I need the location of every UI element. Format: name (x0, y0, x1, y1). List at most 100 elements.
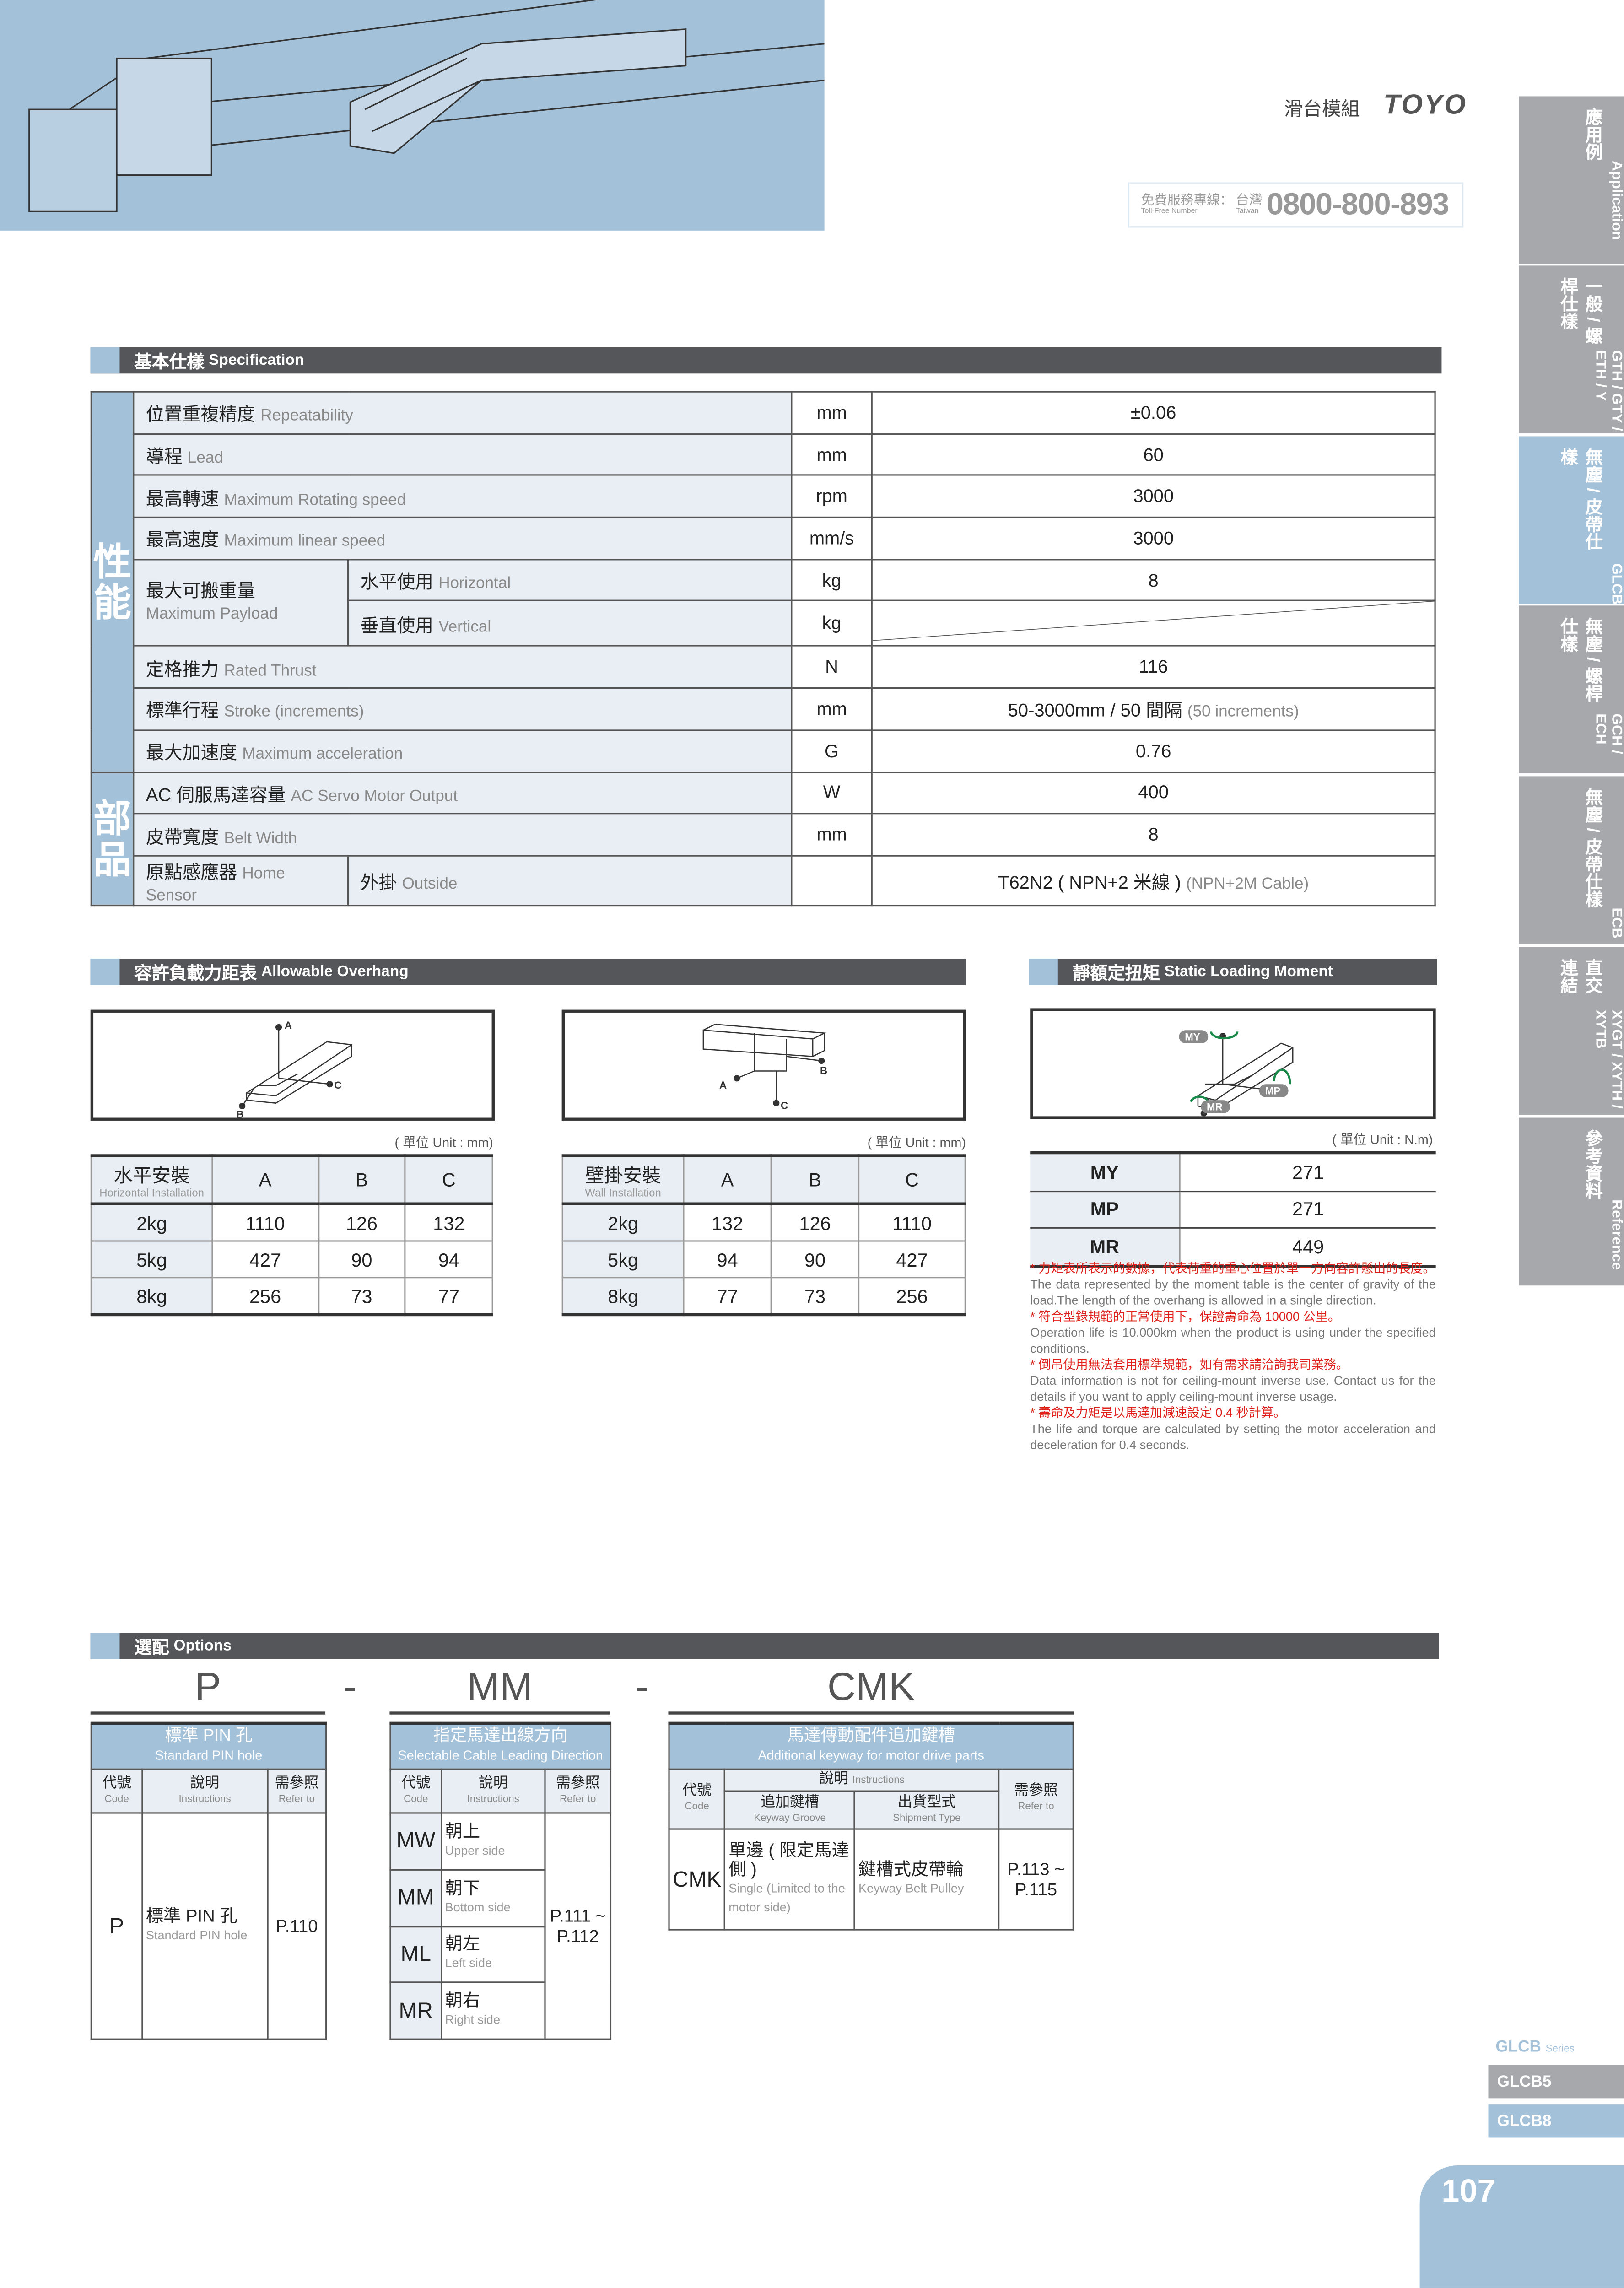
series-item-glcb8[interactable]: GLCB8 (1488, 2104, 1624, 2138)
code-p: P (194, 1665, 221, 1709)
spec-row: 定格推力 Rated Thrust N 116 (91, 645, 1436, 689)
mr-badge: MR (1207, 1101, 1223, 1113)
group-parts: 部品 (90, 771, 135, 906)
note-en: Operation life is 10,000km when the prod… (1030, 1325, 1436, 1356)
note-zh: * 力矩表所表示的數據，代表荷重的重心位置於單一方向容許懸出的長度。 (1030, 1261, 1435, 1275)
side-tab[interactable]: 直交連結 XYGT / XYTH / XYTB (1519, 947, 1624, 1115)
horizontal-overhang-diagram: A C B (90, 1009, 495, 1121)
table-row: 8kg 77 73 256 (561, 1277, 966, 1316)
spec-header: 基本仕樣 Specification (90, 347, 1442, 374)
note-zh: * 倒吊使用無法套用標準規範，如有需求請洽詢我司業務。 (1030, 1357, 1349, 1372)
table-row: MY 271 (1030, 1153, 1436, 1192)
not-applicable-slash (873, 602, 1435, 641)
table-row: MM 朝下 Bottom side (389, 1868, 610, 1927)
cable-direction-table: 指定馬達出線方向 Selectable Cable Leading Directi… (389, 1721, 612, 2040)
product-hero-image (0, 0, 825, 231)
moment-notes: * 力矩表所表示的數據，代表荷重的重心位置於單一方向容許懸出的長度。 The da… (1030, 1261, 1435, 1453)
options-title: 選配 (134, 1636, 169, 1657)
option-code: P (90, 1812, 143, 2040)
table-row: 5kg 427 90 94 (90, 1240, 493, 1279)
moment-title: 靜額定扭矩 (1072, 962, 1160, 983)
code-separator: - (635, 1665, 649, 1709)
overhang-title: 容許負載力距表 (134, 962, 257, 983)
table-row: ML 朝左 Left side (389, 1925, 610, 1984)
table-row: MW 朝上 Upper side P.111 ~ P.112 (389, 1812, 612, 2040)
spec-row: 性能 位置重複精度 Repeatability mm ±0.06 (90, 391, 1436, 773)
refer-page: P.113 ~ P.115 (998, 1828, 1074, 1931)
spec-row: 導程 Lead mm 60 (91, 433, 1436, 476)
page-number: 107 (1419, 2165, 1624, 2288)
phone-label-en: Toll-Free Number (1141, 207, 1198, 216)
refer-page: P.111 ~ P.112 (544, 1812, 612, 2040)
my-badge: MY (1185, 1031, 1200, 1043)
note-en: The data represented by the moment table… (1030, 1277, 1436, 1308)
spec-row: 部品 AC 伺服馬達容量 AC Servo Motor Output W 400 (90, 771, 1436, 906)
phone-number: 0800-800-893 (1266, 187, 1449, 221)
side-tab[interactable]: 無塵 / 皮帶仕樣 ECB (1519, 776, 1624, 944)
side-tab[interactable]: 參考資料 Reference (1519, 1117, 1624, 1286)
wall-overhang-table: 壁掛安裝 Wall Installation A B C 2kg 132 126 1110 5kg… (561, 1154, 966, 1317)
region: 台灣 (1236, 192, 1263, 207)
svg-text:B: B (820, 1065, 827, 1076)
moment-table: MY 271 MP 271 MR 449 (1030, 1151, 1436, 1268)
option-code: CMK (668, 1828, 726, 1931)
group-performance: 性能 (90, 391, 135, 773)
spec-title-en: Specification (209, 351, 304, 369)
brand-header: 滑台模組 TOYO (1284, 91, 1467, 123)
overhang-unit-wall: ( 單位 Unit : mm) (867, 1135, 966, 1150)
region-en: Taiwan (1236, 207, 1259, 216)
table-row: 2kg 1110 126 132 (90, 1203, 493, 1242)
spec-row: 最高轉速 Maximum Rotating speed rpm 3000 (91, 475, 1436, 518)
overhang-header: 容許負載力距表 Allowable Overhang (90, 958, 966, 985)
moment-unit: ( 單位 Unit : N.m) (1332, 1132, 1433, 1147)
svg-text:C: C (334, 1079, 341, 1091)
spec-row: 最大加速度 Maximum acceleration G 0.76 (91, 729, 1436, 773)
moment-diagram: MY MP MR (1030, 1008, 1436, 1119)
spec-row: 最大可搬重量 Maximum Payload 水平使用 Horizontal kg 8 (91, 558, 1436, 647)
overhang-title-en: Allowable Overhang (261, 963, 409, 981)
options-title-en: Options (173, 1637, 232, 1655)
table-row: MR 449 (1030, 1228, 1436, 1267)
pin-option-table: 標準 PIN 孔 Standard PIN hole 代號 Code 說明 Instru… (90, 1721, 327, 2040)
keyway-option-table: 馬達傳動配件追加鍵槽 Additional keyway for motor dr… (668, 1721, 1074, 1931)
overhang-unit: ( 單位 Unit : mm) (394, 1135, 493, 1150)
phone-label: 免費服務專線： (1141, 192, 1233, 207)
spec-row: 原點感應器 Home Sensor 外掛 Outside T62N2 ( NPN+2… (91, 855, 1436, 906)
spec-title: 基本仕樣 (134, 351, 205, 372)
series-suffix: Series (1545, 2044, 1575, 2055)
code-separator: - (343, 1665, 357, 1709)
table-row: MP 271 (1030, 1190, 1436, 1229)
series-item-glcb5[interactable]: GLCB5 (1488, 2065, 1624, 2099)
spec-row: 皮帶寬度 Belt Width mm 8 (91, 813, 1436, 857)
table-row: 5kg 94 90 427 (561, 1240, 966, 1279)
side-tab[interactable]: 應用例 Application (1519, 96, 1624, 264)
toll-free-box: 免費服務專線： Toll-Free Number 台灣 Taiwan 0800-80… (1128, 182, 1464, 228)
options-header: 選配 Options (90, 1633, 1439, 1659)
spec-row: 最高速度 Maximum linear speed mm/s 3000 (91, 517, 1436, 560)
svg-text:A: A (285, 1020, 292, 1031)
wall-overhang-diagram: A C B (561, 1009, 966, 1121)
spec-row: 標準行程 Stroke (increments) mm 50-3000mm / 50… (91, 687, 1436, 731)
moment-title-en: Static Loading Moment (1164, 963, 1333, 981)
side-tab[interactable]: 一般 / 螺桿仕樣 GTH / GTY / ETH / Y (1519, 265, 1624, 434)
svg-text:C: C (781, 1100, 788, 1111)
mp-badge: MP (1265, 1085, 1281, 1097)
svg-text:B: B (237, 1109, 244, 1118)
moment-header: 靜額定扭矩 Static Loading Moment (1029, 958, 1437, 985)
series-label: GLCB Series (1495, 2039, 1574, 2056)
code-cmk: CMK (827, 1665, 915, 1709)
note-en: Data information is not for ceiling-moun… (1030, 1373, 1436, 1404)
table-row: MR 朝右 Right side (389, 1982, 610, 2040)
toyo-logo: TOYO (1383, 90, 1468, 121)
spec-row: 垂直使用 Vertical kg (91, 600, 1436, 647)
note-zh: * 符合型錄規範的正常使用下，保證壽命為 10000 公里。 (1030, 1309, 1340, 1324)
series-name: GLCB (1495, 2038, 1541, 2056)
note-zh: * 壽命及力矩是以馬達加減速設定 0.4 秒計算。 (1030, 1405, 1286, 1420)
refer-page: P.110 (266, 1812, 327, 2040)
side-tab[interactable]: 無塵 / 皮帶仕樣 GLCB (1519, 436, 1624, 604)
svg-text:A: A (719, 1079, 727, 1091)
table-row: 8kg 256 73 77 (90, 1277, 493, 1316)
side-tab[interactable]: 無塵 / 螺桿仕樣 GCH / ECH (1519, 605, 1624, 774)
horizontal-overhang-table: 水平安裝 Horizontal Installation A B C 2kg 1110 126… (90, 1154, 493, 1317)
